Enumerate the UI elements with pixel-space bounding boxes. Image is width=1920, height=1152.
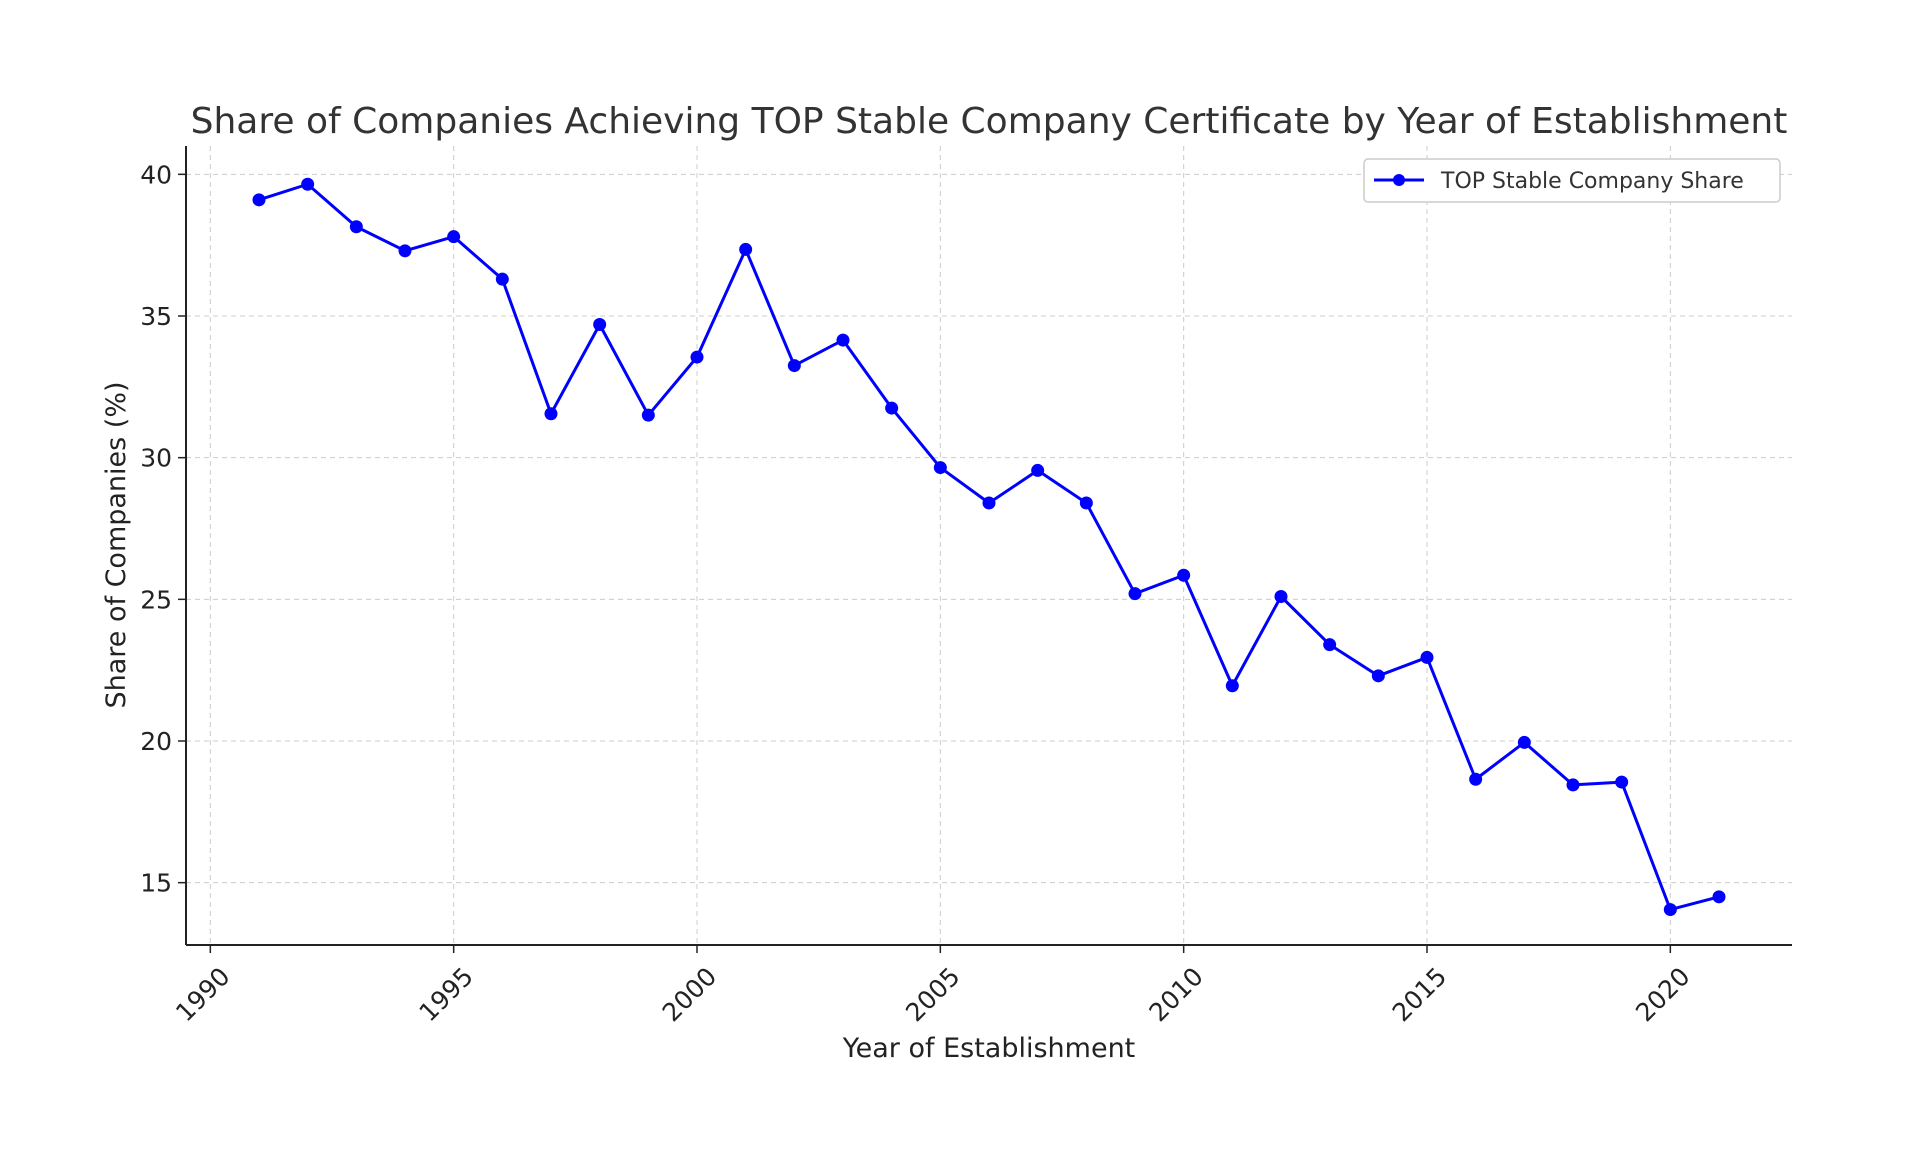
data-point bbox=[593, 318, 607, 331]
data-point bbox=[1615, 775, 1629, 789]
data-point bbox=[1517, 735, 1531, 749]
x-tick-label: 2000 bbox=[657, 962, 722, 1027]
x-tick-label: 1990 bbox=[170, 962, 235, 1027]
x-tick-label: 2015 bbox=[1387, 962, 1452, 1027]
chart-title: Share of Companies Achieving TOP Stable … bbox=[191, 101, 1788, 142]
y-axis-label: Share of Companies (%) bbox=[101, 381, 132, 708]
data-point bbox=[1323, 638, 1337, 652]
grid-lines bbox=[186, 146, 1792, 945]
data-point bbox=[1712, 890, 1726, 904]
series-line bbox=[258, 182, 1720, 912]
data-point bbox=[447, 230, 461, 244]
data-point bbox=[690, 350, 704, 364]
data-point bbox=[1566, 778, 1580, 792]
data-point bbox=[739, 242, 753, 256]
y-tick-label: 25 bbox=[140, 585, 172, 614]
tick-labels: 1990 1995 2000 2005 2010 2015 2020 15 20 25 30 35 40 bbox=[140, 160, 1695, 1027]
data-point bbox=[1420, 650, 1434, 664]
x-tick-label: 2010 bbox=[1143, 962, 1208, 1027]
data-point bbox=[1469, 772, 1483, 786]
data-point bbox=[495, 272, 509, 286]
data-point bbox=[982, 496, 996, 510]
data-point bbox=[933, 461, 947, 475]
y-tick-label: 15 bbox=[140, 869, 172, 898]
data-point bbox=[544, 407, 558, 421]
data-point bbox=[1225, 679, 1239, 693]
data-point bbox=[641, 408, 655, 422]
data-point bbox=[301, 177, 315, 191]
data-point bbox=[1079, 496, 1093, 510]
axes bbox=[178, 146, 1792, 953]
y-tick-label: 35 bbox=[140, 302, 172, 331]
x-axis-label: Year of Establishment bbox=[842, 1033, 1136, 1064]
x-tick-label: 2020 bbox=[1630, 962, 1695, 1027]
data-point bbox=[398, 244, 412, 258]
legend: TOP Stable Company Share bbox=[1363, 158, 1781, 203]
data-point bbox=[787, 359, 801, 373]
data-point bbox=[1128, 587, 1142, 601]
data-point bbox=[1663, 903, 1677, 917]
legend-point-marker bbox=[1393, 174, 1405, 186]
data-series bbox=[252, 177, 1726, 917]
data-point bbox=[1177, 568, 1191, 582]
data-point bbox=[1274, 590, 1288, 603]
data-point bbox=[252, 193, 266, 207]
x-tick-label: 2005 bbox=[900, 962, 965, 1027]
data-point bbox=[1371, 669, 1385, 683]
data-point bbox=[836, 333, 850, 347]
data-point bbox=[885, 401, 899, 415]
legend-label: TOP Stable Company Share bbox=[1440, 169, 1744, 194]
y-tick-label: 20 bbox=[140, 727, 172, 756]
data-point bbox=[1031, 463, 1045, 477]
y-tick-label: 30 bbox=[140, 444, 172, 473]
data-point bbox=[349, 220, 363, 234]
y-tick-label: 40 bbox=[140, 160, 172, 189]
legend-box bbox=[1363, 158, 1781, 203]
x-tick-label: 1995 bbox=[413, 962, 478, 1027]
